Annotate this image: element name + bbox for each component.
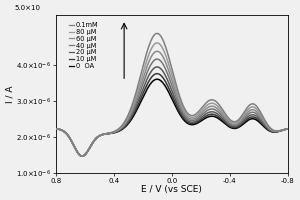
Legend: 0.1mM, 80 μM, 60 μM, 40 μM, 20 μM, 10 μM, 0  OA: 0.1mM, 80 μM, 60 μM, 40 μM, 20 μM, 10 μM…	[66, 20, 101, 72]
X-axis label: E / V (vs SCE): E / V (vs SCE)	[141, 185, 202, 194]
Text: 5.0×10: 5.0×10	[14, 5, 40, 11]
Y-axis label: I / A: I / A	[6, 85, 15, 103]
